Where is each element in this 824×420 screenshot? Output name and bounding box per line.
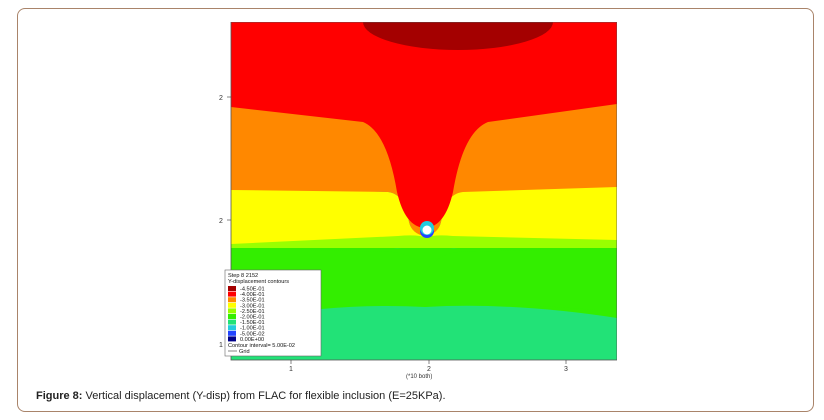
y-tick-label: 2 [219, 95, 223, 102]
x-axis: 1 2 3 (*10 both) [289, 360, 568, 380]
legend-entry-label: -1.00E-01 [240, 326, 265, 332]
legend-entry-label: -3.50E-01 [240, 298, 265, 304]
legend-entry-label: -5.00E-02 [240, 331, 265, 337]
legend-swatch [228, 291, 236, 297]
legend-entry-label: -4.00E-01 [240, 292, 265, 298]
contour-bands [231, 22, 617, 360]
legend-entry-label: -1.50E-01 [240, 320, 265, 326]
x-tick-label: 3 [564, 366, 568, 373]
legend-swatch [228, 308, 236, 314]
legend-swatch [228, 330, 236, 336]
legend-swatch [228, 302, 236, 308]
legend-contour-interval: Contour interval= 5.00E-02 [228, 343, 295, 349]
legend-swatch [228, 286, 236, 291]
caption-label: Figure 8: [36, 390, 83, 402]
legend-swatch [228, 297, 236, 303]
caption-text: Vertical displacement (Y-disp) from FLAC… [82, 390, 446, 402]
plot-frame [230, 22, 617, 361]
legend-entry-label: -4.50E-01 [240, 287, 265, 293]
legend-title: Step 8 2152 [228, 273, 258, 279]
legend-entries: -4.50E-01-4.00E-01-3.50E-01-3.00E-01-2.5… [228, 286, 265, 343]
flac-contour-plot: 2 2 1 1 2 3 (*10 both) Step 8 2152 Y-dis… [213, 22, 617, 380]
legend-swatch [228, 336, 236, 342]
y-tick-label: 2 [219, 218, 223, 225]
legend-subtitle: Y-displacement contours [228, 279, 289, 285]
legend-entry-label: -2.50E-01 [240, 309, 265, 315]
x-tick-label: 1 [289, 366, 293, 373]
y-tick-label: 1 [219, 342, 223, 349]
legend-grid-label: Grid [239, 349, 250, 355]
legend-entry-label: 0.00E+00 [240, 337, 264, 343]
legend: Step 8 2152 Y-displacement contours -4.5… [224, 269, 322, 357]
legend-swatch [228, 325, 236, 331]
legend-swatch [228, 319, 236, 325]
legend-entry-label: -3.00E-01 [240, 303, 265, 309]
x-tick-label: 2 [427, 366, 431, 373]
x-axis-note: (*10 both) [406, 374, 432, 380]
figure-caption: Figure 8: Vertical displacement (Y-disp)… [36, 390, 446, 402]
legend-swatch [228, 314, 236, 319]
legend-entry-label: -2.00E-01 [240, 315, 265, 321]
